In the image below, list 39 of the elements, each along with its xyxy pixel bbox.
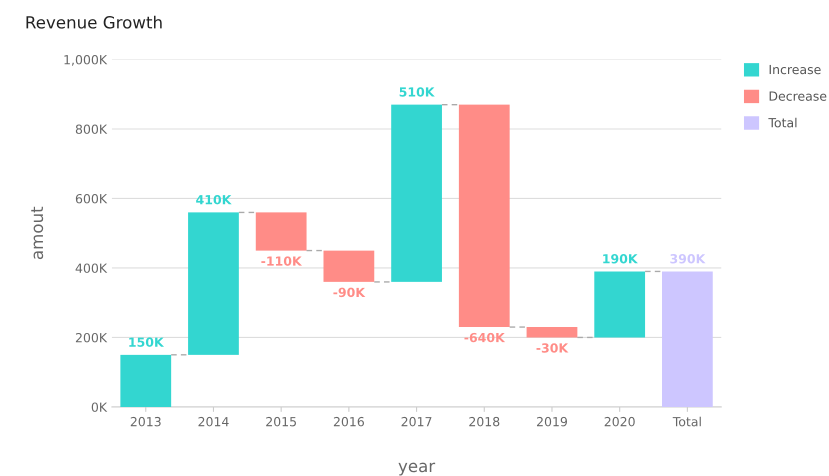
- y-tick-label: 600K: [76, 194, 108, 204]
- bar: [458, 104, 510, 328]
- y-tick-label: 200K: [76, 332, 108, 342]
- data-label: 510K: [400, 87, 435, 97]
- legend-label: Total: [768, 118, 796, 128]
- bar: [188, 212, 239, 355]
- bar: [256, 212, 307, 251]
- bar: [391, 104, 442, 282]
- x-tick-label: 2013: [130, 416, 161, 426]
- x-tick-label: Total: [672, 416, 701, 426]
- chart-title: Revenue Growth: [26, 16, 162, 29]
- y-tick-label: 1,000K: [64, 54, 108, 66]
- x-tick-label: 2019: [536, 416, 567, 426]
- x-axis-title: year: [398, 462, 436, 476]
- legend-label: Increase: [770, 64, 821, 74]
- data-label: -110K: [261, 256, 302, 266]
- data-label: -30K: [536, 343, 568, 353]
- data-label: 410K: [196, 194, 232, 204]
- x-tick-label: 2015: [266, 416, 296, 426]
- y-axis-title: amout: [31, 206, 44, 260]
- data-label: 390K: [670, 254, 706, 264]
- bar: [594, 271, 646, 338]
- data-label: -640K: [464, 332, 506, 342]
- y-tick-label: 400K: [76, 263, 108, 273]
- x-tick-label: 2018: [469, 416, 500, 426]
- x-tick-label: 2014: [198, 416, 229, 426]
- x-tick-label: 2017: [402, 416, 432, 426]
- x-tick-label: 2020: [604, 416, 635, 426]
- bar: [526, 327, 578, 338]
- data-label: -90K: [333, 288, 366, 298]
- y-tick-label: 0K: [92, 402, 108, 412]
- bar: [323, 250, 374, 282]
- data-label: 150K: [129, 337, 164, 347]
- bar: [662, 271, 713, 407]
- x-tick-label: 2016: [334, 416, 364, 426]
- y-tick-label: 800K: [76, 124, 108, 134]
- data-label: 190K: [603, 254, 638, 264]
- bar: [120, 354, 172, 407]
- legend-label: Decrease: [770, 92, 826, 101]
